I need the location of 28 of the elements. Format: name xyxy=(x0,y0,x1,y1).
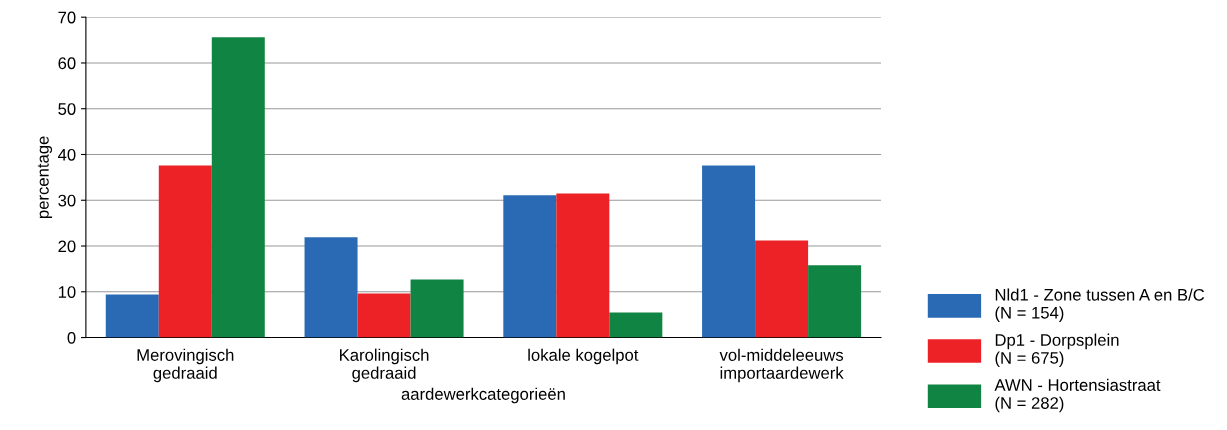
legend-label: AWN - Hortensiastraat (N = 282) xyxy=(994,378,1161,413)
bar xyxy=(808,265,862,338)
bar xyxy=(158,165,212,338)
bar xyxy=(357,293,411,338)
y-tick-label: 20 xyxy=(58,240,76,253)
bar xyxy=(702,165,756,338)
bar xyxy=(105,294,159,338)
bar xyxy=(609,312,663,338)
y-tick-label: 0 xyxy=(67,331,76,344)
bar xyxy=(503,195,557,338)
legend-label: Nld1 - Zone tussen A en B/C (N = 154) xyxy=(995,288,1205,322)
y-tick-label: 40 xyxy=(58,148,76,161)
y-tick-label: 70 xyxy=(58,11,76,24)
x-tick-label: lokale kogelpot xyxy=(528,348,639,365)
y-tick-label: 10 xyxy=(58,286,76,298)
x-tick-label: Merovingisch gedraaid xyxy=(137,348,234,383)
x-tick-label: vol-middeleeuws importaardewerk xyxy=(719,348,844,383)
bar xyxy=(556,193,610,338)
legend-label: Dp1 - Dorpsplein (N = 675) xyxy=(995,333,1119,368)
bar xyxy=(755,240,809,338)
y-tick-label: 60 xyxy=(58,57,76,70)
bar xyxy=(410,279,464,338)
x-axis-title: aardewerkcategorieën xyxy=(401,387,565,404)
bar xyxy=(211,37,265,338)
y-tick-label: 30 xyxy=(58,194,76,207)
y-axis-title: percentage xyxy=(37,136,53,218)
bar xyxy=(304,237,358,338)
y-tick-label: 50 xyxy=(58,103,76,115)
